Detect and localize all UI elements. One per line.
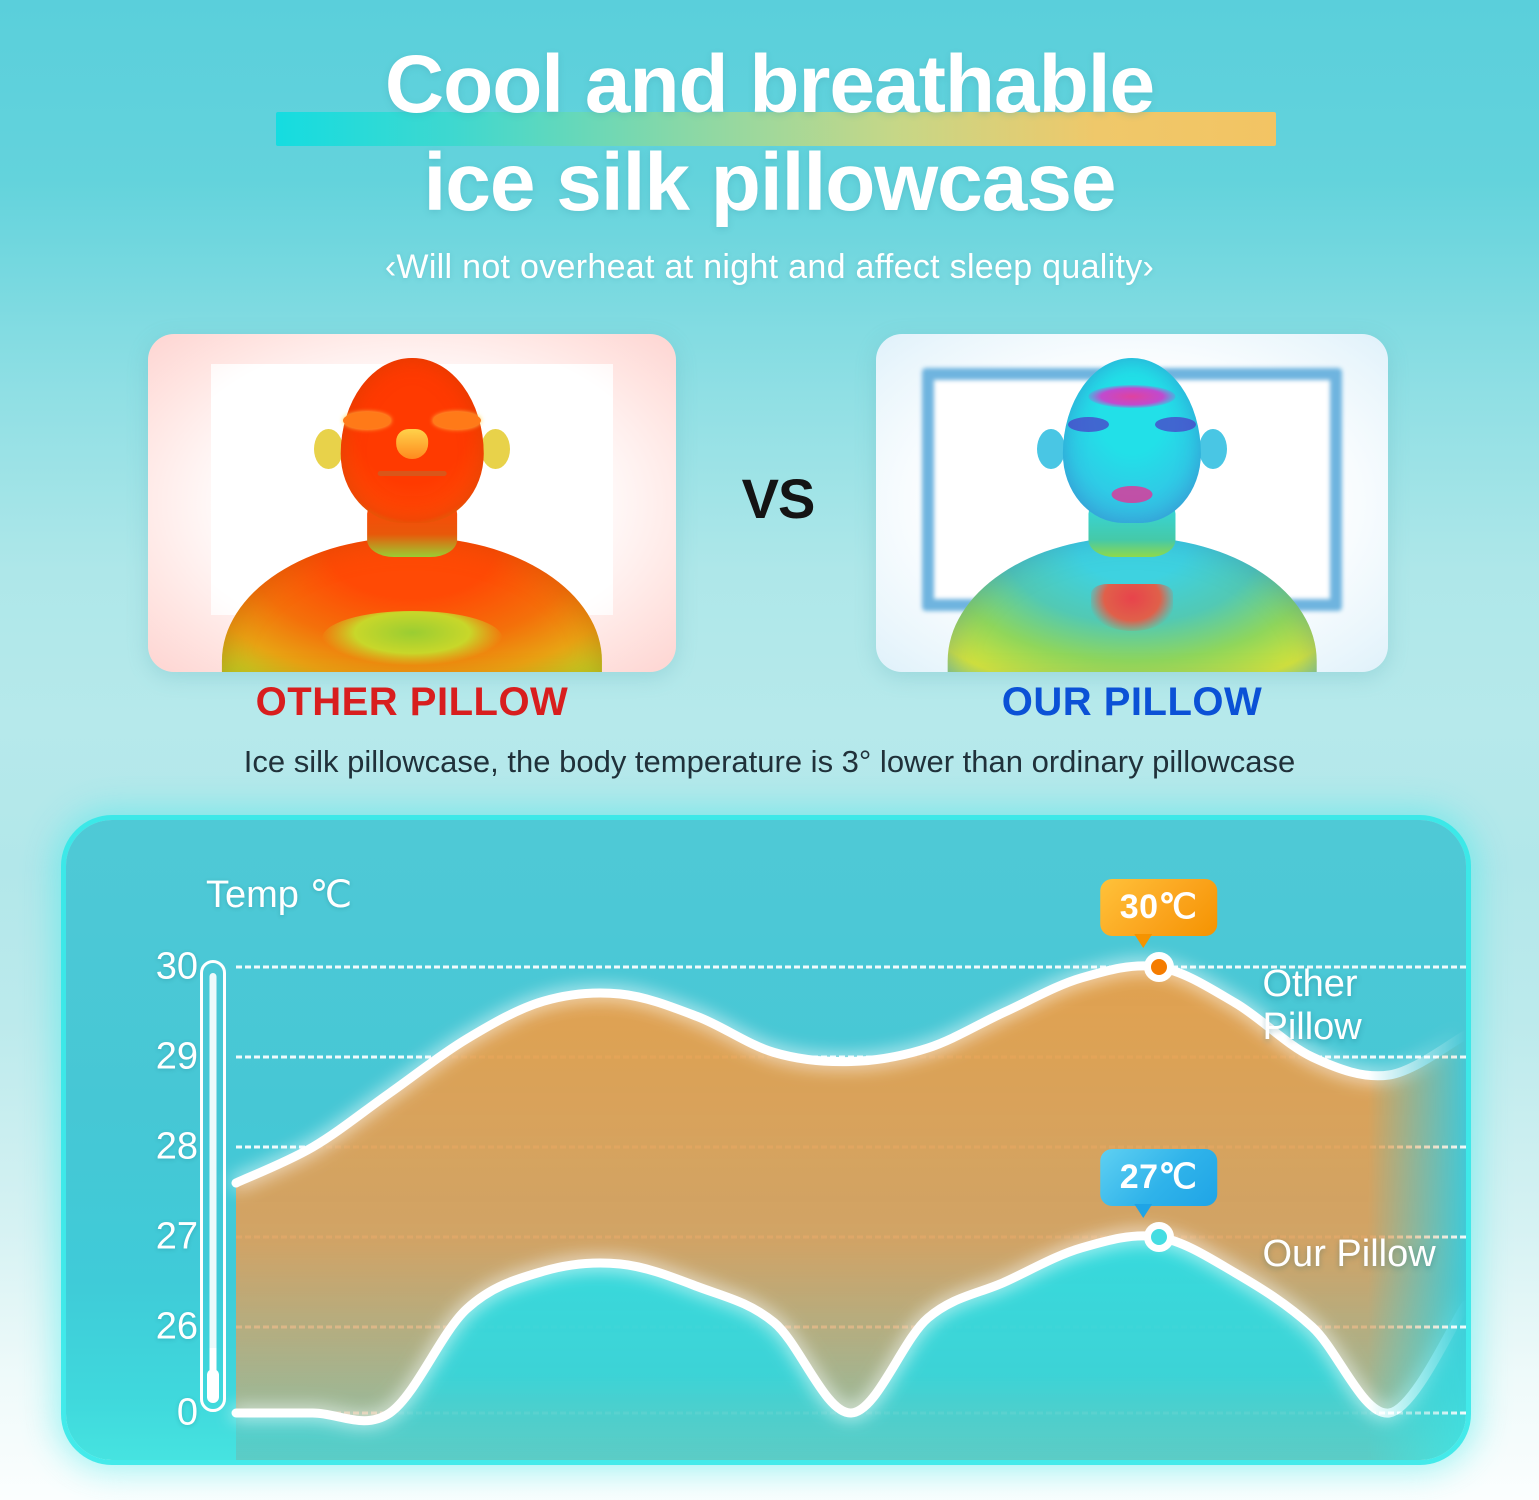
hot-eye-left xyxy=(343,411,391,429)
y-tick-30: 30 xyxy=(155,945,198,988)
title-highlight-bar xyxy=(276,112,1276,146)
series-label-our-pillow: Our Pillow xyxy=(1262,1233,1436,1275)
hot-body-figure xyxy=(148,334,676,672)
cool-forehead-hotspot xyxy=(1088,384,1176,409)
y-tick-27: 27 xyxy=(155,1215,198,1258)
hot-mouth xyxy=(377,470,447,476)
thermal-image-other-pillow xyxy=(148,334,676,672)
value-badge-other-pillow[interactable]: 30℃ xyxy=(1099,879,1218,948)
label-other-pillow: OTHER PILLOW xyxy=(255,680,569,724)
value-badge-our-pillow[interactable]: 27℃ xyxy=(1099,1149,1218,1218)
cool-body-figure xyxy=(876,334,1388,672)
y-tick-28: 28 xyxy=(155,1125,198,1168)
thermal-image-our-pillow xyxy=(876,334,1388,672)
cool-eye-right xyxy=(1155,416,1196,433)
thermometer-bulb xyxy=(207,1369,219,1403)
our-pillow-area xyxy=(236,1235,1466,1460)
gridline-30 xyxy=(236,965,1466,969)
cool-chest-hotspot xyxy=(1091,584,1173,632)
comparison-caption: Ice silk pillowcase, the body temperatur… xyxy=(243,744,1296,779)
header: Cool and breathable ice silk pillowcase … xyxy=(0,0,1539,310)
hot-ear-left xyxy=(314,428,344,470)
hot-ear-right xyxy=(480,428,510,470)
cool-ear-right xyxy=(1198,428,1227,470)
hot-nose xyxy=(396,428,428,460)
chart-curves xyxy=(231,961,1466,1460)
hot-eye-right xyxy=(433,411,481,429)
hot-shoulder-highlight xyxy=(322,611,502,666)
cool-eye-left xyxy=(1068,416,1109,433)
page-title-line1: Cool and breathable xyxy=(384,39,1155,130)
cool-ear-left xyxy=(1037,428,1066,470)
y-tick-0: 0 xyxy=(176,1391,198,1434)
data-point-our-pillow-peak[interactable] xyxy=(1143,1222,1174,1252)
cool-chin-hotspot xyxy=(1111,486,1153,503)
series-label-other-pillow: Other Pillow xyxy=(1262,963,1362,1048)
y-tick-29: 29 xyxy=(155,1035,198,1078)
y-tick-26: 26 xyxy=(155,1305,198,1348)
page-title-line2: ice silk pillowcase xyxy=(423,137,1116,228)
vs-label: VS xyxy=(741,467,816,530)
temperature-chart-panel: Temp ℃ 30 29 28 27 26 0 xyxy=(66,820,1466,1460)
page-subtitle: ‹Will not overheat at night and affect s… xyxy=(384,248,1155,286)
our-pillow-line xyxy=(231,1231,1466,1426)
thermometer-axis-icon xyxy=(200,960,226,1412)
other-pillow-line xyxy=(231,961,1466,1188)
chart-axis-title: Temp ℃ xyxy=(206,874,353,916)
thermometer-fill xyxy=(209,973,217,1399)
data-point-other-pillow-peak[interactable] xyxy=(1143,952,1174,982)
label-our-pillow: OUR PILLOW xyxy=(1001,680,1263,724)
